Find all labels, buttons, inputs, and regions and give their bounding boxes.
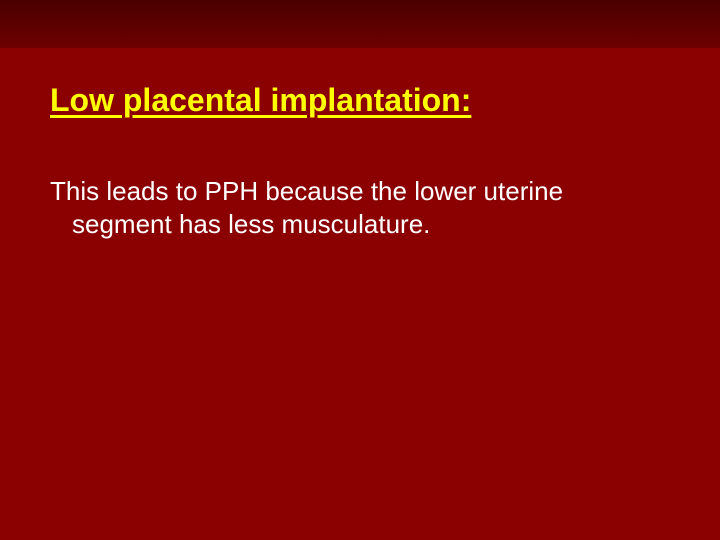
slide: Low placental implantation: This leads t…: [0, 0, 720, 540]
slide-top-accent-bar: [0, 0, 720, 48]
slide-title: Low placental implantation:: [50, 82, 471, 119]
slide-body-text: This leads to PPH because the lower uter…: [50, 175, 660, 240]
